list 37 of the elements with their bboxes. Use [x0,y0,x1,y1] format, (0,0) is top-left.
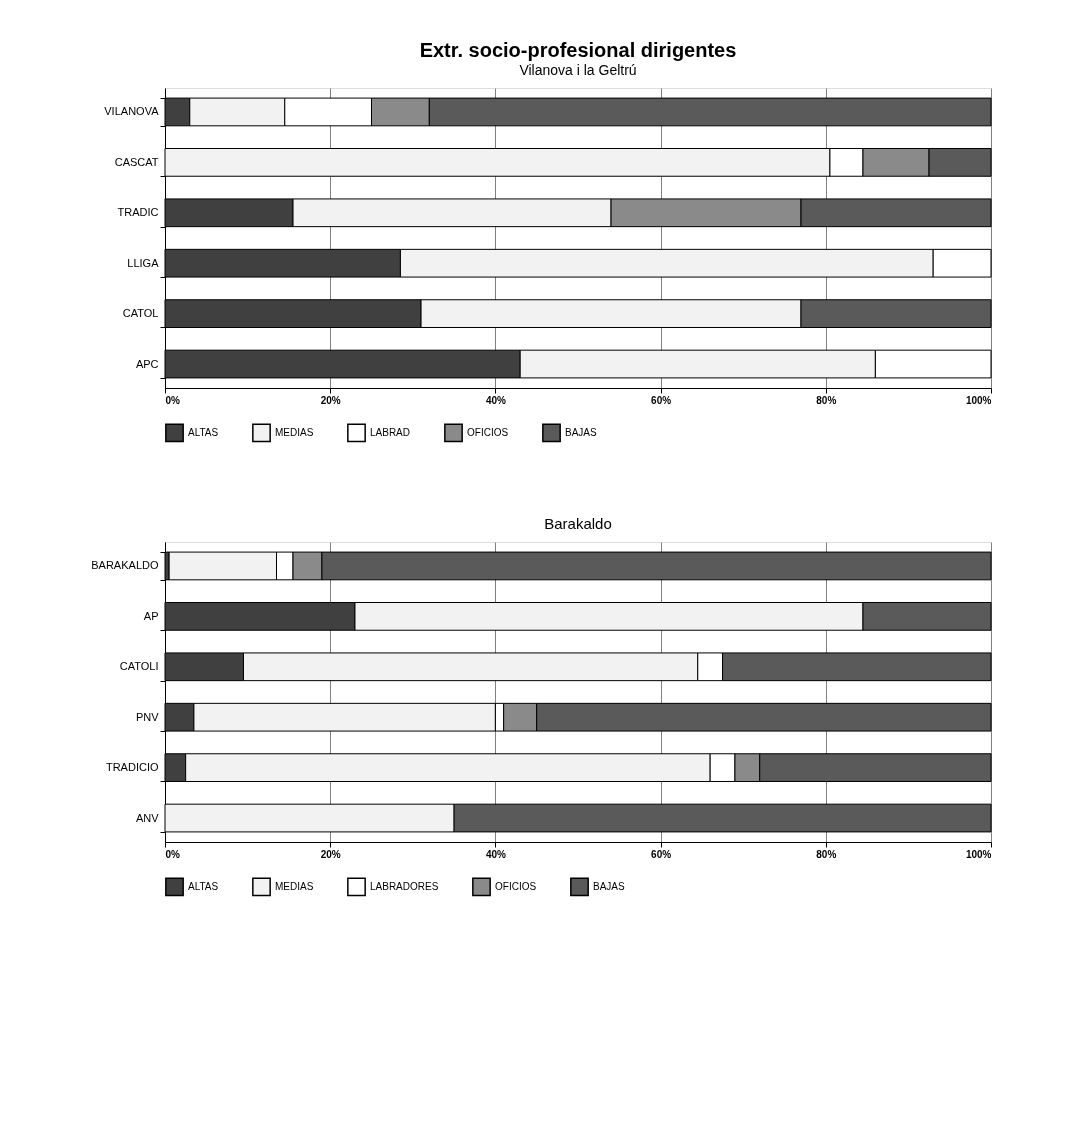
legend-label: MEDIAS [275,426,314,438]
x-tick-label: 100% [965,848,992,860]
x-tick-label: 20% [320,394,341,406]
x-tick-label: 0% [165,848,181,860]
x-tick-label: 40% [485,394,507,406]
legend-label: OFICIOS [495,880,537,892]
legend-label: ALTAS [188,880,219,892]
legend-label: BAJAS [593,880,626,892]
legend-label: OFICIOS [467,426,509,438]
legend-label: LABRADORES [370,880,439,892]
x-tick-label: 60% [651,848,672,860]
legend-label: ALTAS [188,426,219,438]
legend-label: LABRAD [370,426,411,438]
x-tick-label: 0% [165,394,181,406]
y-tick-label: CASCAT [114,155,159,168]
x-tick-label: 80% [816,848,837,860]
x-tick-label: 60% [651,394,672,406]
chart-subtitle: Vilanova i la Geltrú [519,62,637,78]
y-tick-label: CATOL [122,307,159,320]
x-tick-label: 100% [965,394,992,406]
x-tick-label: 20% [320,848,341,860]
chart-title: Extr. socio-profesional dirigentes [419,39,737,61]
y-tick-label: TRADICIO [105,761,159,774]
y-tick-label: CATOLI [119,660,159,673]
y-tick-label: LLIGA [127,256,160,269]
legend-label: MEDIAS [275,880,314,892]
x-tick-label: 80% [816,394,837,406]
chart-title: Barakaldo [544,515,612,532]
x-tick-label: 40% [485,848,507,860]
y-tick-label: AP [143,609,159,622]
y-tick-label: APC [135,357,159,370]
y-tick-label: TRADIC [117,206,159,219]
legend-label: BAJAS [565,426,598,438]
y-tick-label: PNV [135,710,160,723]
y-tick-label: ANV [135,811,160,824]
y-tick-label: VILANOVA [104,105,160,118]
y-tick-label: BARAKALDO [91,559,159,572]
